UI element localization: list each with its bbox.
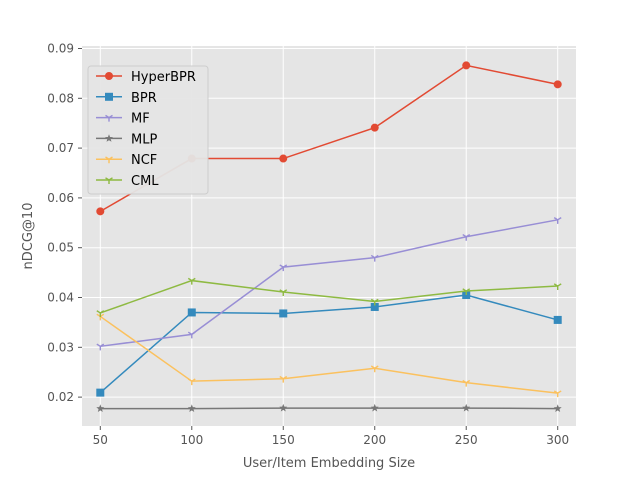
data-point bbox=[370, 254, 379, 262]
series-line-cml bbox=[100, 279, 558, 314]
legend-marker bbox=[105, 134, 113, 142]
legend-marker bbox=[105, 177, 113, 184]
legend-label: MF bbox=[131, 112, 150, 127]
series-cml bbox=[96, 277, 562, 317]
data-point bbox=[187, 331, 196, 339]
legend-marker bbox=[105, 114, 113, 122]
data-point bbox=[553, 217, 562, 224]
series-line-bpr bbox=[99, 294, 558, 394]
data-point bbox=[462, 379, 471, 387]
y-tick-label: 0.05 bbox=[47, 241, 74, 255]
data-point bbox=[279, 289, 288, 297]
data-point bbox=[187, 378, 196, 386]
legend-item: CML bbox=[96, 174, 159, 189]
data-point bbox=[96, 310, 105, 317]
data-point bbox=[279, 154, 288, 163]
data-point bbox=[279, 375, 288, 383]
data-point bbox=[96, 404, 105, 412]
data-point bbox=[370, 403, 379, 412]
legend-label: MLP bbox=[131, 132, 157, 147]
legend-item: HyperBPR bbox=[96, 70, 196, 85]
series-group bbox=[96, 61, 562, 412]
x-axis-label: User/Item Embedding Size bbox=[243, 456, 415, 471]
data-point bbox=[370, 298, 379, 306]
legend-box bbox=[87, 65, 209, 195]
legend-marker bbox=[105, 156, 113, 164]
x-tick-label: 150 bbox=[272, 433, 295, 447]
legend-item: NCF bbox=[96, 153, 157, 168]
series-line-mf bbox=[100, 219, 558, 348]
data-point bbox=[370, 365, 379, 373]
y-tick-label: 0.03 bbox=[47, 340, 74, 354]
data-point bbox=[279, 264, 288, 272]
y-axis-label: nDCG@10 bbox=[21, 203, 36, 270]
series-line-ncf bbox=[99, 315, 558, 394]
legend-label: CML bbox=[131, 174, 159, 189]
data-point bbox=[187, 404, 196, 412]
y-tick-label: 0.06 bbox=[47, 191, 74, 205]
legend: HyperBPR BPR MF MLP NCF CML bbox=[87, 65, 209, 195]
data-point bbox=[187, 277, 196, 285]
y-tick-label: 0.09 bbox=[47, 41, 74, 55]
data-point bbox=[553, 390, 562, 398]
data-point bbox=[96, 343, 105, 351]
data-point bbox=[96, 207, 105, 216]
y-tick-label: 0.08 bbox=[47, 91, 74, 105]
series-mf bbox=[96, 217, 562, 351]
data-point bbox=[462, 61, 471, 70]
y-tick-label: 0.02 bbox=[47, 390, 74, 404]
data-point bbox=[553, 80, 562, 89]
grid bbox=[82, 46, 576, 426]
axis-ticks: 50 100 150 200 250 300 0.02 0.03 0.04 0.05 0.06 0.0… bbox=[47, 41, 569, 447]
legend-label: HyperBPR bbox=[131, 70, 196, 85]
y-tick-label: 0.04 bbox=[47, 291, 74, 305]
series-ncf bbox=[96, 313, 562, 398]
data-point bbox=[279, 309, 288, 318]
data-point bbox=[553, 315, 562, 324]
legend-label: NCF bbox=[131, 153, 157, 168]
x-tick-label: 250 bbox=[455, 433, 478, 447]
series-mlp bbox=[96, 403, 562, 412]
legend-marker bbox=[105, 72, 113, 80]
data-point bbox=[96, 388, 105, 397]
data-point bbox=[553, 404, 562, 412]
data-point bbox=[462, 288, 471, 296]
data-point bbox=[279, 403, 288, 412]
legend-item: BPR bbox=[96, 91, 157, 106]
data-point bbox=[187, 308, 196, 317]
y-tick-label: 0.07 bbox=[47, 141, 74, 155]
data-point bbox=[370, 302, 379, 311]
x-tick-label: 200 bbox=[363, 433, 386, 447]
data-point bbox=[370, 123, 379, 132]
x-tick-label: 300 bbox=[546, 433, 569, 447]
legend-label: BPR bbox=[131, 91, 157, 106]
data-point bbox=[462, 233, 471, 241]
legend-item: MLP bbox=[96, 132, 157, 147]
x-tick-label: 50 bbox=[93, 433, 108, 447]
series-line-mlp bbox=[100, 407, 558, 410]
legend-marker bbox=[105, 92, 113, 101]
legend-item: MF bbox=[96, 112, 150, 127]
x-tick-label: 100 bbox=[180, 433, 203, 447]
data-point bbox=[553, 283, 562, 291]
data-point bbox=[462, 403, 471, 412]
